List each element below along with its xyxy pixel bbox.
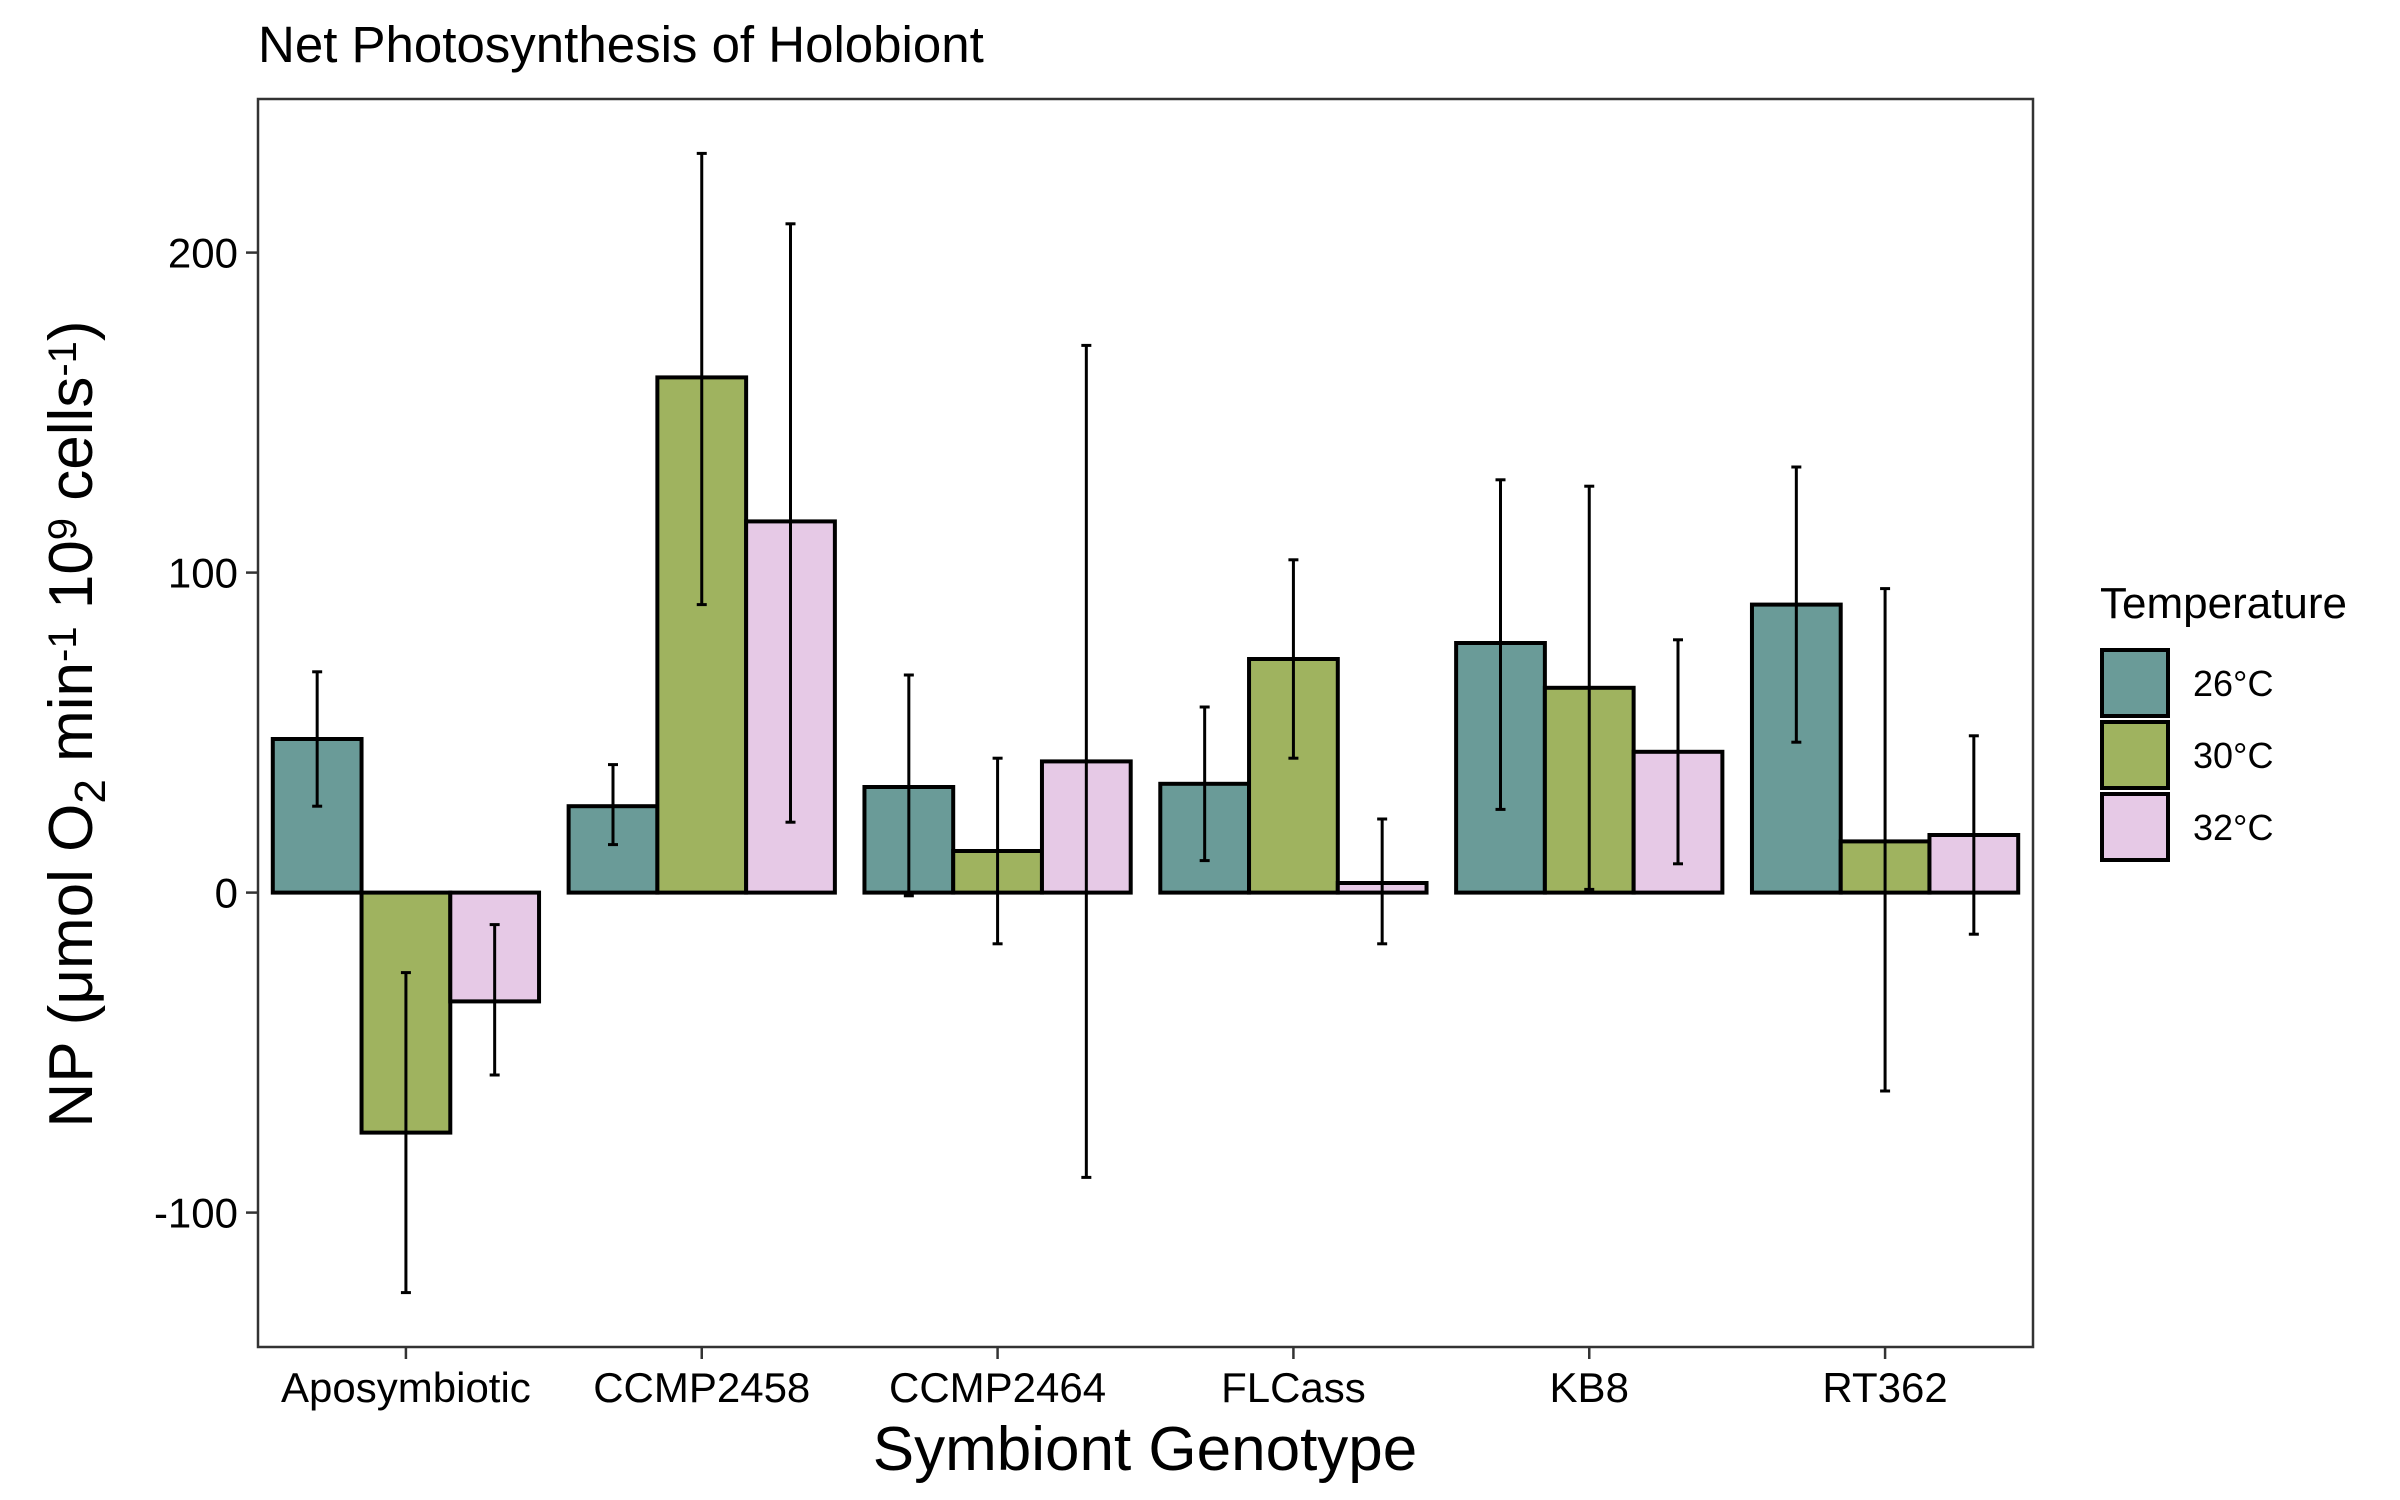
- error-bar: [1081, 343, 1092, 1179]
- error-bar: [1199, 705, 1210, 863]
- error-bar: [696, 151, 707, 607]
- error-bar: [992, 756, 1003, 946]
- error-bar: [400, 971, 411, 1295]
- x-axis: Aposymbiotic CCMP2458 CCMP2464 FLCass KB8 RT3…: [281, 1347, 1948, 1411]
- y-axis: -100 0 100 200: [154, 230, 258, 1237]
- y-tick-label: 100: [168, 550, 238, 597]
- x-tick-label: CCMP2464: [889, 1364, 1106, 1411]
- bar: [655, 375, 749, 895]
- x-tick-label: KB8: [1550, 1364, 1629, 1411]
- error-bar: [489, 923, 500, 1077]
- error-bar: [1880, 587, 1891, 1093]
- x-tick-label: CCMP2458: [593, 1364, 810, 1411]
- legend-label: 30°C: [2193, 735, 2273, 776]
- x-tick-label: FLCass: [1221, 1364, 1366, 1411]
- error-bar: [1495, 478, 1506, 811]
- plot-panel: [256, 97, 2035, 1349]
- legend-label: 26°C: [2193, 663, 2273, 704]
- errorbars-layer: [312, 151, 1979, 1295]
- error-bar: [312, 670, 323, 808]
- error-bar: [1968, 734, 1979, 936]
- x-tick-label: RT362: [1822, 1364, 1947, 1411]
- x-tick-label: Aposymbiotic: [281, 1364, 531, 1411]
- error-bar: [608, 763, 618, 847]
- error-bar: [1288, 558, 1299, 760]
- y-tick-label: -100: [154, 1190, 238, 1237]
- legend-label: 32°C: [2193, 807, 2273, 848]
- error-bar: [1791, 465, 1802, 744]
- x-axis-label: Symbiont Genotype: [873, 1415, 1418, 1484]
- legend-key: [2100, 792, 2170, 862]
- error-bar: [1673, 638, 1683, 866]
- legend-key: [2100, 648, 2170, 718]
- y-tick-label: 200: [168, 230, 238, 277]
- legend: Temperature 26°C 30°C 32°C: [2100, 579, 2347, 862]
- y-axis-label: NP (μmol O2 min-1 109 cells-1): [37, 320, 115, 1127]
- error-bar: [903, 673, 914, 898]
- error-bar: [1584, 484, 1595, 891]
- y-tick-label: 0: [215, 870, 238, 917]
- error-bar: [1377, 817, 1388, 946]
- chart-title: Net Photosynthesis of Holobiont: [258, 16, 984, 73]
- error-bar: [785, 222, 796, 824]
- legend-title: Temperature: [2100, 579, 2347, 628]
- legend-key: [2100, 720, 2170, 790]
